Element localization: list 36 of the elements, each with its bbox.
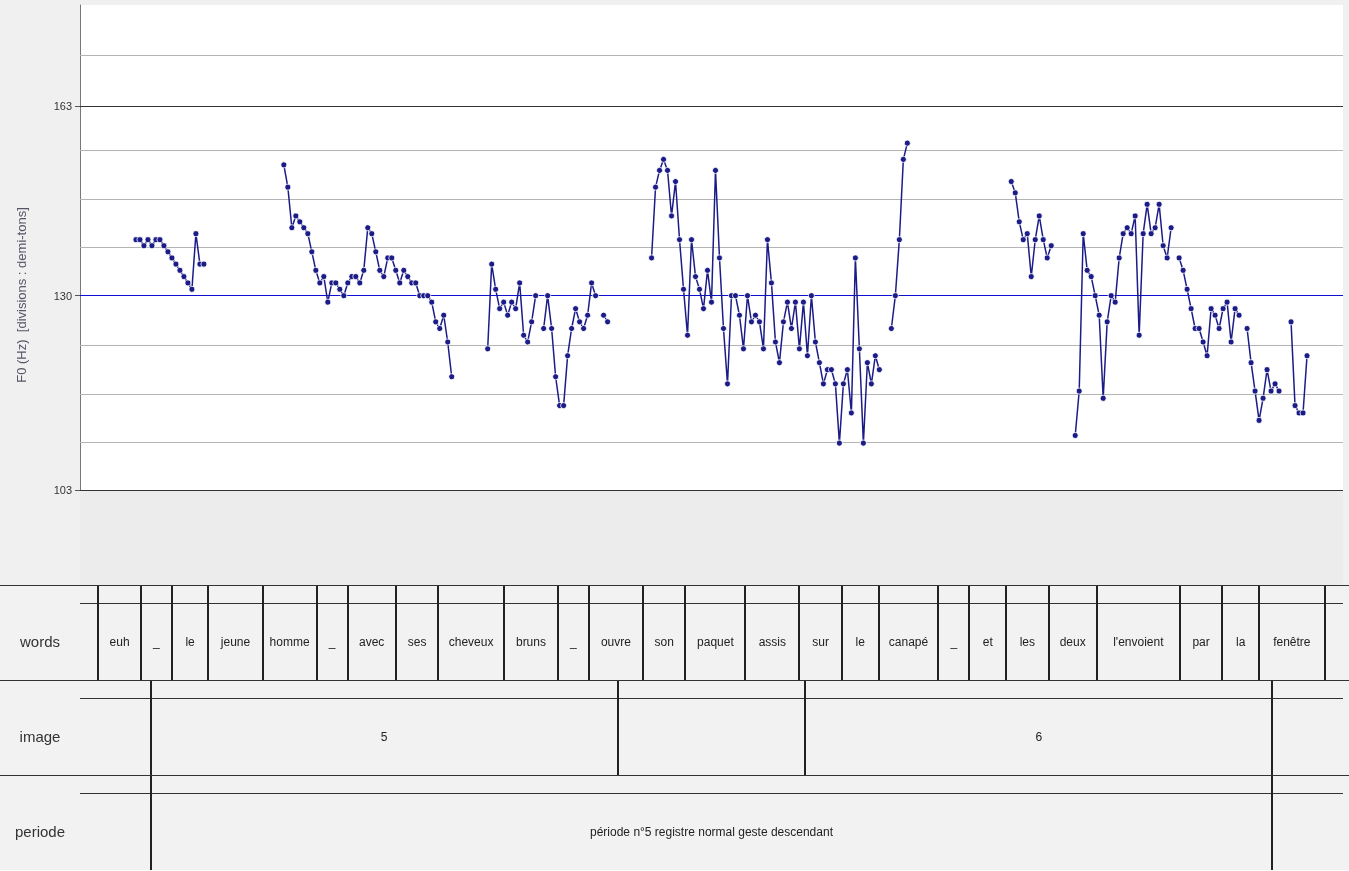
category-label: jeune (220, 634, 251, 649)
category-label: et (982, 634, 993, 649)
y-axis-title: F0 (Hz) [divisions : demi-tons] (14, 207, 29, 383)
category-label: période n°5 registre normal geste descendant (590, 824, 833, 839)
category-label: les (1019, 634, 1035, 649)
category-label: 5 (380, 729, 388, 744)
category-label: par (1192, 634, 1210, 649)
category-label: bruns (515, 634, 546, 649)
category-label: ses (407, 634, 427, 649)
category-label: deux (1059, 634, 1086, 649)
category-label: 6 (1035, 729, 1043, 744)
category-label: paquet (697, 634, 734, 649)
category-label: euh (109, 634, 130, 649)
category-label: sur (812, 634, 829, 649)
category-label: le (185, 634, 195, 649)
category-label: avec (358, 634, 385, 649)
category-label: cheveux (448, 634, 494, 649)
category-label: canapé (888, 634, 929, 649)
category-label: le (855, 634, 865, 649)
category-label: _ (570, 634, 577, 649)
category-label: ouvre (600, 634, 631, 649)
y-tick-label: 130 (53, 289, 72, 302)
category-label: l'envoient (1113, 634, 1164, 649)
y-tick-label: 163 (53, 100, 72, 113)
category-label: la (1236, 634, 1246, 649)
text: image (18, 727, 62, 747)
text: words (19, 632, 61, 652)
category-label: son (654, 634, 674, 649)
category-label: _ (328, 634, 336, 649)
y-tick-label: 103 (53, 484, 72, 497)
category-label: fenêtre (1273, 634, 1311, 649)
category-label: homme (269, 634, 310, 649)
category-label: assis (758, 634, 787, 649)
category-label: _ (950, 634, 958, 649)
text: periode (13, 822, 66, 842)
category-label: _ (152, 634, 160, 649)
